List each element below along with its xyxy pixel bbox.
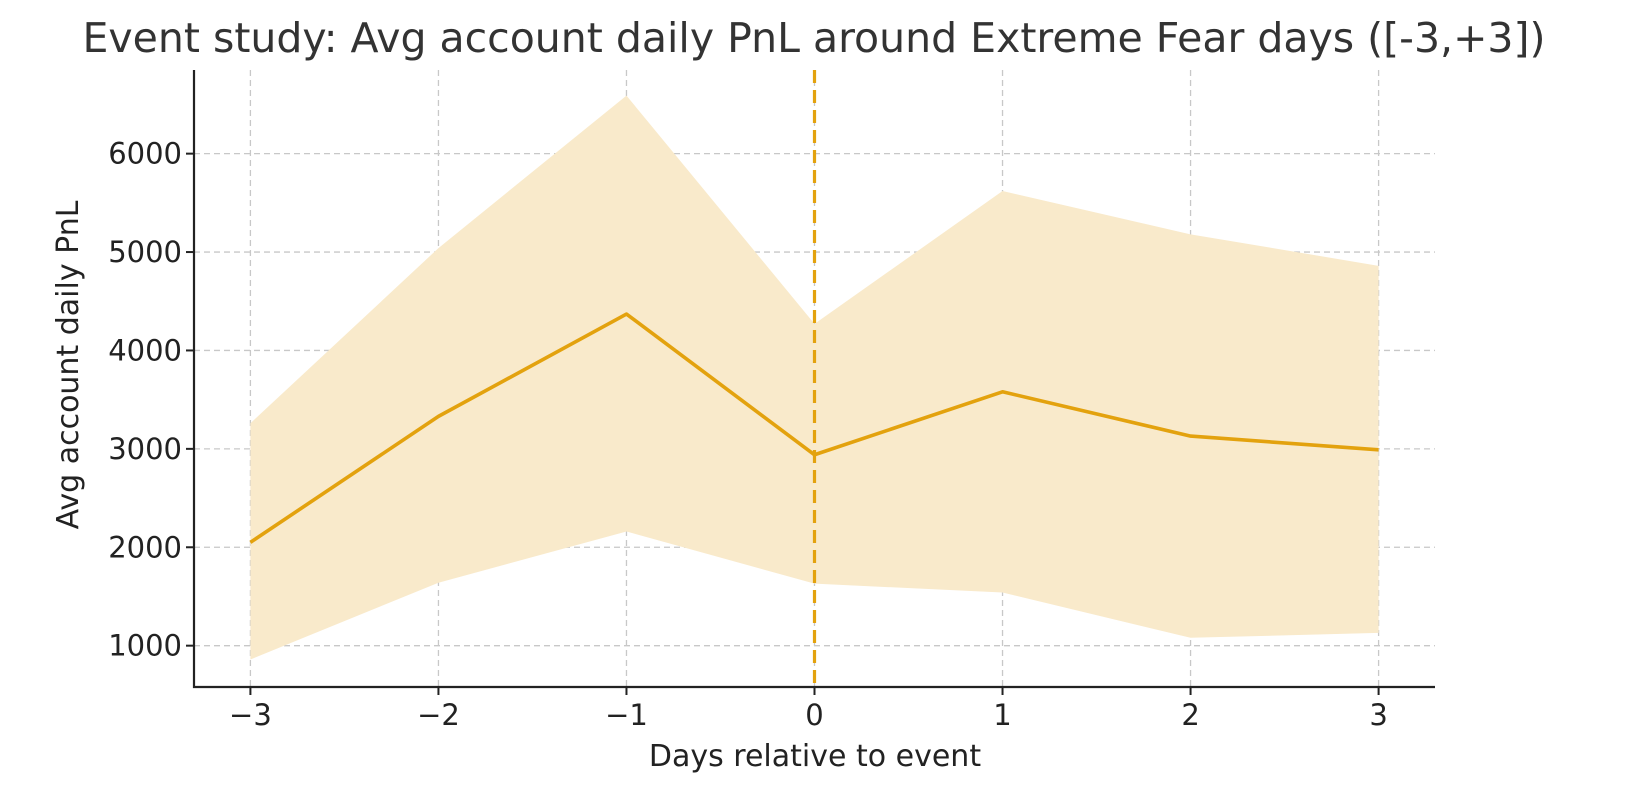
- x-tick-label: −3: [229, 698, 272, 732]
- x-tick-label: 3: [1369, 698, 1387, 732]
- x-tick-label: 1: [993, 698, 1011, 732]
- y-tick-label: 4000: [108, 333, 182, 367]
- x-axis-ticks: −3 −2 −1 0 1 2 3: [229, 313, 1388, 732]
- x-tick-label: −1: [605, 698, 648, 732]
- x-axis-label: Days relative to event: [649, 739, 981, 774]
- x-tick-label: 0: [805, 698, 823, 732]
- y-tick-label: 5000: [108, 235, 182, 269]
- y-axis-ticks: 1000 2000 3000 4000 5000 6000: [108, 137, 194, 663]
- y-tick-label: 1000: [108, 629, 182, 663]
- x-tick-label: 2: [1181, 698, 1199, 732]
- y-tick-label: 2000: [108, 530, 182, 564]
- y-tick-label: 6000: [108, 137, 182, 171]
- x-tick-label: −2: [417, 698, 460, 732]
- axes-spines: [192, 70, 1435, 689]
- y-tick-label: 3000: [108, 432, 182, 466]
- chart-title: Event study: Avg account daily PnL aroun…: [82, 14, 1545, 62]
- y-axis-label: Avg account daily PnL: [51, 200, 86, 529]
